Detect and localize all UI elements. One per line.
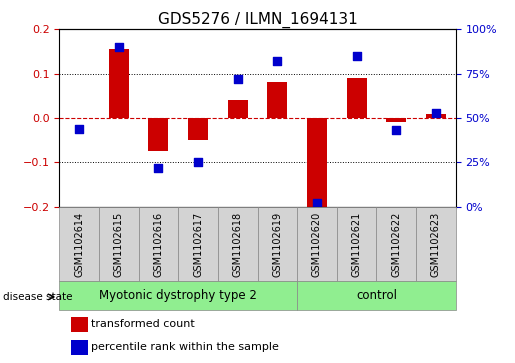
FancyBboxPatch shape (99, 207, 139, 281)
Point (392, 127, 401, 133)
Text: GSM1102618: GSM1102618 (233, 212, 243, 277)
Text: GSM1102623: GSM1102623 (431, 212, 441, 277)
Bar (71, 317, 88, 332)
Text: GSM1102617: GSM1102617 (193, 212, 203, 277)
FancyBboxPatch shape (59, 207, 99, 281)
Bar (307, 118, 327, 209)
Text: GSM1102615: GSM1102615 (114, 212, 124, 277)
FancyBboxPatch shape (376, 207, 416, 281)
FancyBboxPatch shape (59, 281, 297, 310)
Bar (188, 118, 208, 140)
Text: Myotonic dystrophy type 2: Myotonic dystrophy type 2 (99, 289, 257, 302)
Point (114, 44, 123, 50)
Point (313, 200, 321, 206)
Text: transformed count: transformed count (91, 319, 194, 330)
Text: GSM1102619: GSM1102619 (272, 212, 282, 277)
Bar (71, 339, 88, 355)
Point (154, 165, 163, 171)
FancyBboxPatch shape (337, 207, 376, 281)
Bar (267, 82, 287, 118)
Bar (426, 114, 446, 118)
Point (234, 76, 242, 82)
Title: GDS5276 / ILMN_1694131: GDS5276 / ILMN_1694131 (158, 12, 357, 28)
FancyBboxPatch shape (416, 207, 456, 281)
Point (194, 160, 202, 166)
FancyBboxPatch shape (139, 207, 178, 281)
Text: GSM1102621: GSM1102621 (352, 212, 362, 277)
Text: GSM1102616: GSM1102616 (153, 212, 163, 277)
Bar (228, 100, 248, 118)
Bar (109, 49, 129, 118)
Bar (148, 118, 168, 151)
Text: control: control (356, 289, 397, 302)
Text: disease state: disease state (3, 292, 72, 302)
Bar (347, 78, 367, 118)
FancyBboxPatch shape (297, 281, 456, 310)
Point (432, 110, 440, 115)
Text: GSM1102620: GSM1102620 (312, 212, 322, 277)
FancyBboxPatch shape (218, 207, 258, 281)
Bar (386, 118, 406, 122)
Text: GSM1102614: GSM1102614 (74, 212, 84, 277)
Point (352, 53, 360, 58)
Point (75, 126, 83, 131)
Point (273, 58, 281, 64)
FancyBboxPatch shape (178, 207, 218, 281)
Text: percentile rank within the sample: percentile rank within the sample (91, 342, 279, 352)
Text: GSM1102622: GSM1102622 (391, 211, 401, 277)
FancyBboxPatch shape (297, 207, 337, 281)
FancyBboxPatch shape (258, 207, 297, 281)
